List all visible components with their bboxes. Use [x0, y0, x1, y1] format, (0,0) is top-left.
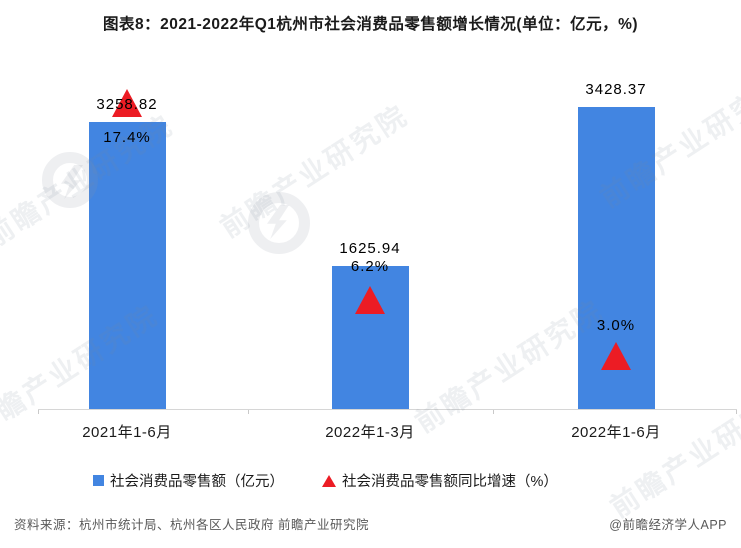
axis-tick [38, 410, 39, 414]
value-label: 1625.94 [339, 239, 401, 257]
legend: 社会消费品零售额（亿元） 社会消费品零售额同比增速（%） [93, 470, 558, 491]
x-axis-line [38, 409, 737, 410]
legend-item-bar: 社会消费品零售额（亿元） [93, 470, 284, 491]
chart-title: 图表8：2021-2022年Q1杭州市社会消费品零售额增长情况(单位：亿元，%) [102, 16, 639, 33]
value-label: 3258.82 [96, 96, 158, 113]
axis-tick [493, 410, 494, 414]
x-axis-label: 2022年1-3月 [325, 424, 415, 441]
rate-label: 17.4% [103, 129, 151, 146]
source-note: 资料来源：杭州市统计局、杭州各区人民政府 前瞻产业研究院 [14, 518, 369, 532]
bolt-icon [267, 205, 289, 239]
bolt-icon [61, 165, 83, 199]
bar-legend-swatch-icon [93, 475, 104, 486]
legend-item-rate: 社会消费品零售额同比增速（%） [322, 470, 558, 491]
watermark-logo [248, 192, 310, 254]
brand-credit: @前瞻经济学人APP [609, 518, 727, 532]
rate-label: 6.2% [350, 258, 390, 275]
rate-label: 3.0% [596, 317, 636, 334]
growth-triangle-2022-1-3 [355, 285, 385, 314]
watermark-text: 前瞻产业研究院 [214, 99, 414, 244]
axis-tick [736, 410, 737, 414]
bar-2021-1-6 [88, 122, 166, 409]
value-label: 3428.37 [585, 81, 647, 99]
x-axis-label: 2022年1-6月 [571, 424, 661, 441]
x-axis-label: 2021年1-6月 [82, 424, 172, 441]
triangle-legend-icon [322, 474, 336, 487]
legend-rate-label: 社会消费品零售额同比增速（%） [342, 474, 558, 490]
footer: 资料来源：杭州市统计局、杭州各区人民政府 前瞻产业研究院 @前瞻经济学人APP [0, 514, 741, 533]
growth-triangle-2022-1-6 [601, 342, 631, 371]
growth-triangle-2021-1-6 [112, 88, 142, 117]
axis-tick [248, 410, 249, 414]
legend-bar-label: 社会消费品零售额（亿元） [110, 474, 284, 490]
